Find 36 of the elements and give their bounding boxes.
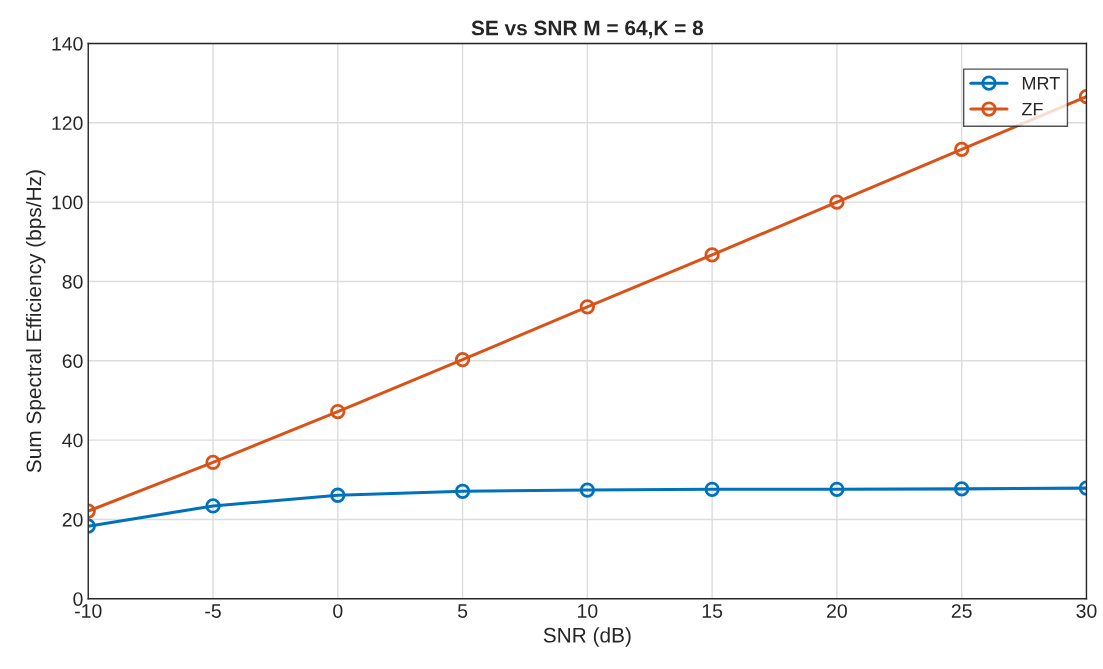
- y-tick-label: 120: [52, 116, 83, 131]
- point: [454, 483, 471, 499]
- y-axis-title: Sum Spectral Efficiency (bps/Hz): [25, 170, 46, 473]
- x-tick-label: 25: [951, 604, 972, 618]
- point: [205, 498, 221, 514]
- x-tick-label: -10: [75, 604, 102, 618]
- point: [704, 247, 720, 263]
- point: [954, 481, 970, 497]
- x-tick-label: 10: [578, 604, 598, 618]
- point: [205, 454, 221, 470]
- y-tick-label: 100: [52, 195, 83, 210]
- x-tick-label: 0: [333, 604, 343, 618]
- x-tick-label: 20: [827, 604, 847, 618]
- point: [829, 194, 845, 210]
- x-tick-label: 5: [457, 604, 468, 618]
- point: [829, 481, 845, 497]
- point: [330, 487, 346, 503]
- y-tick-label: 0: [73, 592, 83, 606]
- y-tick-label: 80: [62, 274, 83, 289]
- point: [954, 141, 970, 158]
- y-tick-label: 20: [62, 512, 83, 527]
- point: [454, 351, 471, 368]
- point: [579, 299, 595, 315]
- x-axis-title: SNR (dB): [543, 627, 631, 647]
- x-tick-label: 15: [702, 604, 723, 618]
- y-tick-label: 40: [62, 433, 83, 448]
- point: [704, 481, 720, 497]
- x-tick-label: 30: [1076, 604, 1097, 618]
- point: [330, 403, 346, 420]
- legend-label: ZF: [1022, 102, 1043, 116]
- point: [579, 482, 595, 498]
- y-tick-label: 60: [62, 354, 83, 369]
- x-tick-label: -5: [205, 604, 221, 618]
- legend-label: MRT: [1022, 77, 1060, 90]
- y-tick-label: 140: [52, 36, 83, 51]
- chart-title: SE vs SNR M = 64,K = 8: [471, 20, 704, 39]
